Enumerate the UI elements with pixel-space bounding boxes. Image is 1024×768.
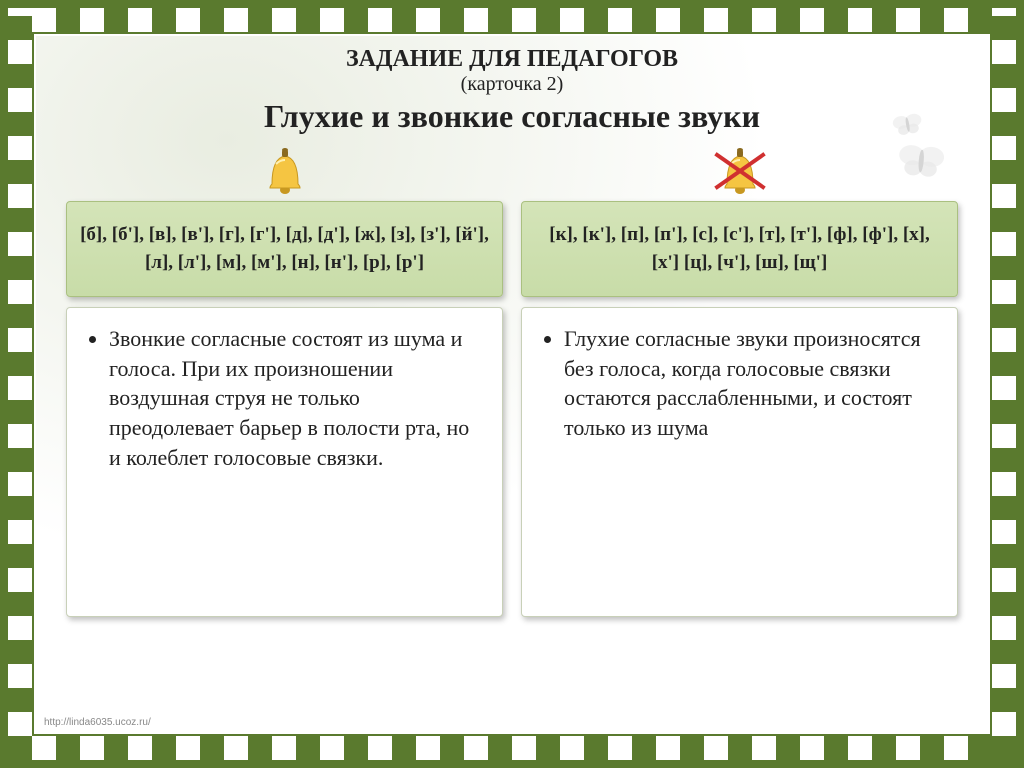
voiced-phonemes-box: [б], [б'], [в], [в'], [г], [г'], [д], [д… [66, 201, 503, 297]
columns: [б], [б'], [в], [в'], [г], [г'], [д], [д… [66, 145, 958, 617]
voiced-description: Звонкие согласные состоят из шума и голо… [109, 324, 482, 472]
butterfly-icon [890, 109, 927, 144]
title-line-3: Глухие и звонкие согласные звуки [66, 98, 958, 135]
outer-frame: ЗАДАНИЕ ДЛЯ ПЕДАГОГОВ (карточка 2) Глухи… [0, 0, 1024, 768]
voiceless-column: [к], [к'], [п], [п'], [с], [с'], [т], [т… [521, 145, 958, 617]
slide-content: ЗАДАНИЕ ДЛЯ ПЕДАГОГОВ (карточка 2) Глухи… [36, 36, 988, 732]
footer-link: http://linda6035.ucoz.ru/ [44, 717, 151, 728]
voiceless-phonemes: [к], [к'], [п], [п'], [с], [с'], [т], [т… [534, 221, 945, 278]
bell-voiced-icon [262, 145, 308, 197]
bell-muted-icon [717, 145, 763, 197]
voiced-column: [б], [б'], [в], [в'], [г], [г'], [д], [д… [66, 145, 503, 617]
voiceless-description-box: Глухие согласные звуки произносятся без … [521, 307, 958, 617]
voiced-description-box: Звонкие согласные состоят из шума и голо… [66, 307, 503, 617]
voiceless-phonemes-box: [к], [к'], [п], [п'], [с], [с'], [т], [т… [521, 201, 958, 297]
voiceless-description: Глухие согласные звуки произносятся без … [564, 324, 937, 443]
butterfly-icon [894, 139, 948, 188]
slide-header: ЗАДАНИЕ ДЛЯ ПЕДАГОГОВ (карточка 2) Глухи… [66, 46, 958, 135]
title-line-1: ЗАДАНИЕ ДЛЯ ПЕДАГОГОВ [66, 46, 958, 73]
voiced-phonemes: [б], [б'], [в], [в'], [г], [г'], [д], [д… [79, 221, 490, 278]
decorative-border: ЗАДАНИЕ ДЛЯ ПЕДАГОГОВ (карточка 2) Глухи… [8, 8, 1016, 760]
title-line-2: (карточка 2) [66, 73, 958, 96]
